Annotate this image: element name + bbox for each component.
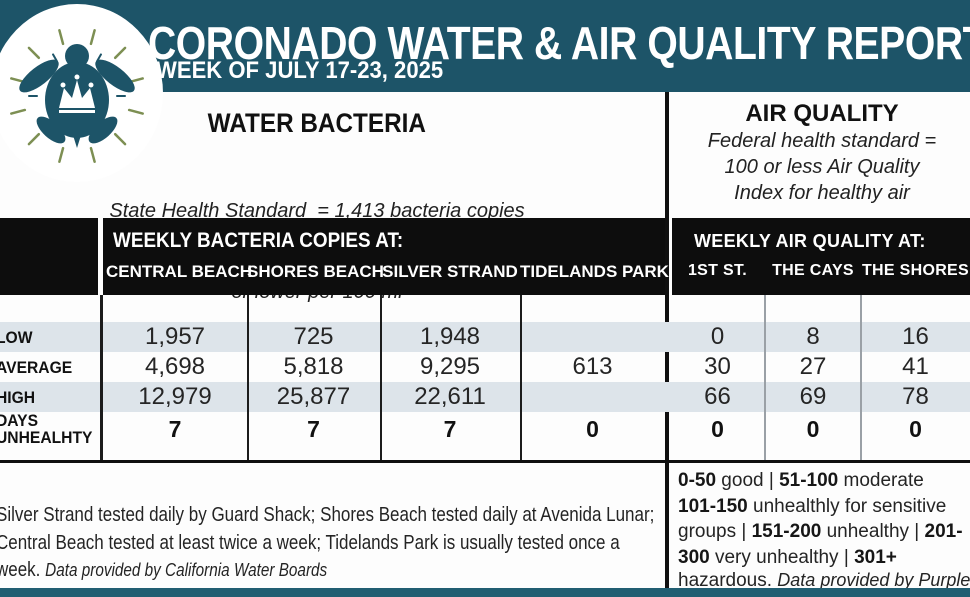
grid-line-air-2 xyxy=(860,295,862,460)
air-cell: 41 xyxy=(902,353,929,380)
air-standard-line2: 100 or less Air Quality xyxy=(724,156,920,178)
column-header-the-cays: THE CAYS xyxy=(772,262,854,279)
bacteria-cell: 725 xyxy=(293,323,334,350)
grid-line-air-1 xyxy=(764,295,766,460)
row-label-high: HIGH xyxy=(0,388,36,407)
column-header-the-shores: THE SHORES xyxy=(861,262,969,279)
bacteria-table-header: WEEKLY BACTERIA COPIES AT: CENTRAL BEACH… xyxy=(103,218,669,295)
bacteria-cell: 12,979 xyxy=(138,383,212,410)
bacteria-cell xyxy=(520,382,665,412)
bacteria-cell: 613 xyxy=(572,353,613,380)
aqi-label-moderate: moderate xyxy=(838,470,924,491)
air-cell: 69 xyxy=(799,383,827,410)
water-section-heading: WATER BACTERIA xyxy=(207,108,426,138)
turtle-crown-icon xyxy=(0,4,163,182)
bacteria-cell: 1,948 xyxy=(419,323,481,350)
bacteria-cell: 4,698 xyxy=(144,353,206,380)
grid-line-water-1 xyxy=(247,295,249,460)
grid-line-water-3 xyxy=(520,295,522,460)
water-standard-line1: State Health Standard = 1,413 bacteria c… xyxy=(109,200,525,222)
water-testing-note: Silver Strand tested daily by Guard Shac… xyxy=(0,502,659,585)
air-table-header: WEEKLY AIR QUALITY AT: 1ST ST. THE CAYS … xyxy=(672,218,970,295)
bacteria-cell: 5,818 xyxy=(283,353,344,380)
aqi-legend-last-line: hazardous. Data provided by Purple Air xyxy=(678,568,970,594)
air-cell: 0 xyxy=(711,416,724,442)
air-cell: 27 xyxy=(799,353,827,380)
grid-line-label-column xyxy=(100,295,103,460)
aqi-range-very-unhealthy: 201-300 xyxy=(678,521,963,568)
air-cell: 66 xyxy=(704,383,731,410)
row-label-days-unhealthy: DAYS UNHEALHTY xyxy=(0,411,93,447)
aqi-label-very-unhealthy: very unhealthy | xyxy=(709,546,855,568)
air-standard-line1: Federal health standard = xyxy=(707,130,937,152)
air-standard-line3: Index for healthy air xyxy=(734,182,910,204)
aqi-range-good: 0-50 xyxy=(678,470,717,491)
air-cell: 8 xyxy=(806,323,820,350)
aqi-range-hazardous: 301+ xyxy=(854,546,897,568)
report-subtitle: WEEK OF JULY 17-23, 2025 xyxy=(156,57,444,84)
air-standard-text: Federal health standard = 100 or less Ai… xyxy=(676,128,968,206)
row-label-low: LOW xyxy=(0,328,33,347)
aqi-label-sensitive: unhealthly for sensitive groups | xyxy=(678,495,947,543)
row-label-days-line1: DAYS xyxy=(0,411,39,430)
bacteria-cell: 25,877 xyxy=(276,383,351,410)
column-header-tidelands-park: TIDELANDS PARK xyxy=(520,262,669,281)
coronado-turtle-logo xyxy=(0,2,163,184)
row-stripe-high xyxy=(0,382,970,412)
bacteria-cell xyxy=(520,322,665,352)
aqi-range-moderate: 51-100 xyxy=(779,470,839,491)
aqi-label-unhealthy: unhealthy | xyxy=(821,521,925,542)
grid-line-water-2 xyxy=(380,295,382,460)
bottom-accent-band xyxy=(0,588,970,597)
table-corner-cell xyxy=(0,218,98,295)
water-data-source: Data provided by California Water Boards xyxy=(45,560,328,580)
aqi-range-sensitive: 101-150 xyxy=(678,495,748,517)
water-note-text: Silver Strand tested daily by Guard Shac… xyxy=(0,504,655,581)
bacteria-cell: 7 xyxy=(168,416,182,442)
row-stripe-low xyxy=(0,322,970,352)
air-cell: 30 xyxy=(704,353,731,380)
aqi-range-unhealthy: 151-200 xyxy=(751,521,822,542)
air-cell: 0 xyxy=(710,323,725,350)
air-section-heading: AIR QUALITY xyxy=(745,100,899,127)
bacteria-cell: 1,957 xyxy=(144,323,206,350)
row-label-days-line2: UNHEALHTY xyxy=(0,427,93,447)
column-header-1st-st: 1ST ST. xyxy=(687,262,747,279)
aqi-label-hazardous: hazardous. xyxy=(678,570,778,591)
column-header-central-beach: CENTRAL BEACH xyxy=(106,262,253,281)
water-standard-text: State Health Standard = 1,413 bacteria c… xyxy=(0,144,634,360)
bacteria-cell: 7 xyxy=(307,416,320,442)
air-cell: 16 xyxy=(902,323,929,350)
aqi-label-good: good | xyxy=(716,470,780,491)
header-band xyxy=(0,0,970,92)
air-cell: 0 xyxy=(806,416,820,442)
footer-divider-line xyxy=(0,460,970,463)
bacteria-cell: 9,295 xyxy=(419,353,481,380)
column-header-shores-beach: SHORES BEACH xyxy=(247,262,384,281)
report-title: CORONADO WATER & AIR QUALITY REPORT xyxy=(148,17,970,69)
bacteria-band-title: WEEKLY BACTERIA COPIES AT: xyxy=(113,229,404,252)
air-cell: 78 xyxy=(902,383,929,410)
aqi-legend: 0-50 good | 51-100 moderate 101-150 unhe… xyxy=(678,468,963,570)
row-label-average: AVERAGE xyxy=(0,358,73,377)
air-band-title: WEEKLY AIR QUALITY AT: xyxy=(694,231,926,251)
column-header-silver-strand: SILVER STRAND xyxy=(382,262,518,281)
air-data-source: Data provided by Purple Air xyxy=(777,570,970,590)
bacteria-cell: 0 xyxy=(586,416,599,442)
air-cell: 0 xyxy=(909,416,922,442)
bacteria-cell: 7 xyxy=(443,416,457,442)
bacteria-cell: 22,611 xyxy=(414,383,486,410)
